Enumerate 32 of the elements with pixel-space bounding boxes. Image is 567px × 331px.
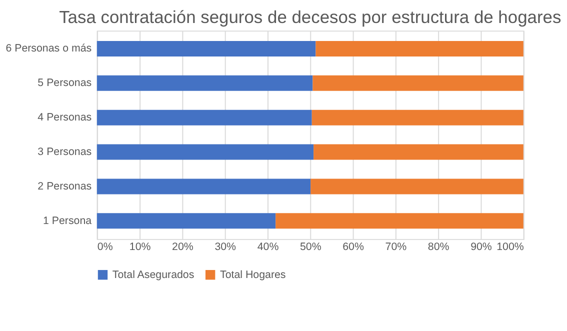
x-tick-label: 50% bbox=[300, 241, 322, 254]
bar bbox=[276, 213, 524, 229]
y-tick-label: 6 Personas o más bbox=[6, 42, 92, 55]
bar bbox=[96, 40, 316, 56]
legend-label: Total Hogares bbox=[220, 268, 286, 281]
x-tick-label: 20% bbox=[172, 241, 194, 254]
bar bbox=[314, 144, 524, 160]
x-tick-label: 100% bbox=[496, 241, 524, 254]
y-tick-label: 2 Personas bbox=[38, 180, 92, 192]
x-tick-label: 30% bbox=[214, 241, 237, 254]
x-tick-label: 60% bbox=[342, 241, 364, 254]
bar bbox=[96, 144, 314, 160]
x-tick-label: 0% bbox=[97, 241, 114, 254]
y-tick-label: 4 Personas bbox=[38, 111, 92, 124]
bar bbox=[96, 213, 276, 229]
bar bbox=[310, 178, 524, 194]
bar bbox=[96, 178, 311, 194]
x-tick-label: 90% bbox=[470, 241, 492, 254]
y-tick-label: 5 Personas bbox=[38, 77, 92, 90]
legend-label: Total Asegurados bbox=[112, 268, 194, 281]
x-tick-label: 10% bbox=[129, 241, 152, 254]
x-tick-label: 40% bbox=[257, 241, 280, 254]
bar bbox=[96, 110, 312, 126]
bar bbox=[316, 40, 524, 56]
x-tick-label: 80% bbox=[428, 241, 450, 254]
bar bbox=[312, 75, 524, 91]
bar bbox=[312, 110, 524, 126]
x-tick-label: 70% bbox=[385, 241, 408, 254]
y-tick-label: 1 Persona bbox=[43, 214, 92, 227]
chart-title: Tasa contratación seguros de decesos por estructura de hogares bbox=[59, 6, 562, 27]
y-tick-label: 3 Personas bbox=[38, 146, 92, 158]
bar bbox=[96, 75, 313, 91]
